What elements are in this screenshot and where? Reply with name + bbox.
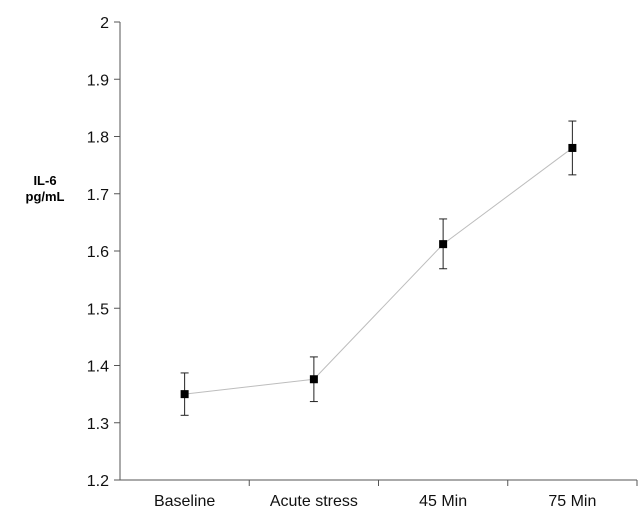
data-point [439,240,448,249]
x-tick-label: Acute stress [270,493,358,510]
y-tick-label: 1.2 [87,473,109,490]
y-ticks: 1.2 1.3 1.4 1.5 1.6 1.7 1.8 1.9 2 [87,15,120,490]
y-tick-label: 1.4 [87,359,109,376]
y-tick-label: 1.6 [87,244,109,261]
axes [119,22,637,481]
x-tick-label: Baseline [154,493,215,510]
x-tick-label: 45 Min [419,493,467,510]
y-axis-label-line-1: IL-6 [33,173,56,188]
data-point [309,375,318,384]
data-point [568,143,577,152]
y-axis-label-line-2: pg/mL [26,189,65,204]
series-line [184,147,573,395]
data-point [180,390,189,399]
y-axis-label: IL-6 pg/mL [26,173,65,204]
y-tick-label: 1.9 [87,72,109,89]
x-ticks: Baseline Acute stress 45 Min 75 Min [154,480,638,510]
y-tick-label: 1.8 [87,130,109,147]
series [180,120,577,416]
y-tick-label: 1.5 [87,301,109,318]
x-tick-label: 75 Min [548,493,596,510]
y-tick-label: 1.7 [87,187,109,204]
y-tick-label: 2 [100,15,109,32]
y-tick-label: 1.3 [87,416,109,433]
